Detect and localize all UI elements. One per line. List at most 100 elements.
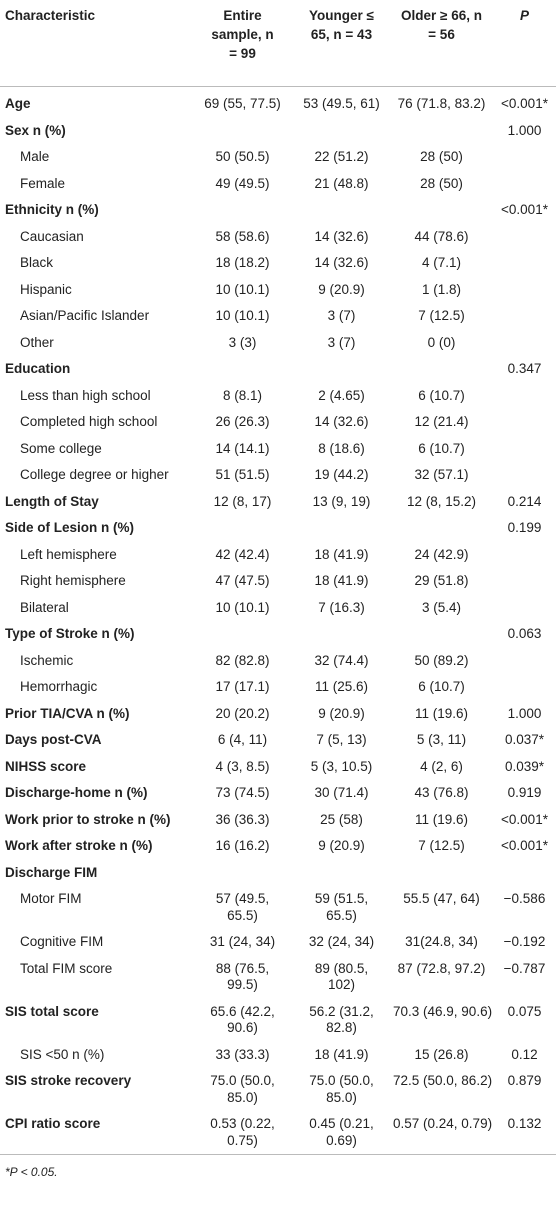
table-cell: 42 (42.4)	[192, 542, 293, 569]
row-label: Male	[20, 149, 50, 164]
table-row: CPI ratio score 0.53 (0.22, 0.75) 0.45 (0.…	[0, 1111, 556, 1155]
cell-text: 10 (10.1)	[215, 599, 270, 615]
table-cell	[390, 860, 493, 887]
cell-text: 0.53 (0.22, 0.75)	[210, 1116, 275, 1148]
table-cell	[293, 197, 390, 224]
header-text: Younger ≤ 65, n = 43	[309, 8, 374, 42]
table-cell: 14 (14.1)	[192, 436, 293, 463]
cell-text: 9 (20.9)	[318, 838, 365, 853]
row-label: Ischemic	[20, 652, 74, 668]
cell-text: 11 (19.6)	[414, 811, 469, 827]
table-cell	[390, 118, 493, 145]
cell-text: 33 (33.3)	[215, 1046, 270, 1062]
table-cell: 0.132	[493, 1111, 556, 1155]
cell-text: 50 (89.2)	[414, 652, 469, 668]
table-cell: 82 (82.8)	[192, 648, 293, 675]
cell-text: 0.075	[507, 1003, 542, 1019]
row-label: CPI ratio score	[5, 1116, 101, 1131]
table-cell: 31 (24, 34)	[192, 929, 293, 956]
table-cell	[493, 250, 556, 277]
table-cell: 12 (8, 15.2)	[390, 489, 493, 516]
table-cell	[192, 860, 293, 887]
table-cell: 3 (7)	[293, 330, 390, 357]
table-cell	[493, 277, 556, 304]
table-cell: 43 (76.8)	[390, 780, 493, 807]
table-cell: 75.0 (50.0, 85.0)	[192, 1068, 293, 1111]
table-cell	[192, 621, 293, 648]
table-cell: 49 (49.5)	[192, 171, 293, 198]
cell-text: 0.347	[507, 361, 542, 376]
cell-text: 0.879	[507, 1073, 542, 1088]
table-cell: 57 (49.5, 65.5)	[192, 886, 293, 929]
table-row: Prior TIA/CVA n (%) 20 (20.2) 9 (20.9) 11 (…	[0, 701, 556, 728]
table-cell: 1.000	[493, 701, 556, 728]
cell-text: 1.000	[507, 705, 542, 721]
table-cell: <0.001*	[493, 197, 556, 224]
table-cell: 59 (51.5, 65.5)	[293, 886, 390, 929]
table-cell	[390, 621, 493, 648]
table-cell: 0.199	[493, 515, 556, 542]
table-cell: 31(24.8, 34)	[390, 929, 493, 956]
table-cell	[493, 648, 556, 675]
table-cell: 65.6 (42.2, 90.6)	[192, 999, 293, 1042]
row-label: Ethnicity n (%)	[5, 202, 99, 217]
cell-text: 70.3 (46.9, 90.6)	[393, 1003, 493, 1019]
cell-text: 8 (18.6)	[318, 440, 365, 456]
table-cell	[493, 171, 556, 198]
table-cell: 47 (47.5)	[192, 568, 293, 595]
row-label: Total FIM score	[20, 960, 113, 976]
table-cell: 5 (3, 11)	[390, 727, 493, 754]
table-cell	[293, 515, 390, 542]
cell-text: 2 (4.65)	[318, 387, 365, 403]
header-cell: Older ≥ 66, n = 56	[390, 0, 493, 87]
table-row: Cognitive FIM 31 (24, 34) 32 (24, 34) 31(24…	[0, 929, 556, 956]
table-cell: 6 (10.7)	[390, 383, 493, 410]
table-cell: 5 (3, 10.5)	[293, 754, 390, 781]
cell-text: 32 (57.1)	[414, 467, 469, 482]
cell-text: 0.45 (0.21, 0.69)	[309, 1116, 374, 1148]
cell-text: 0 (0)	[427, 334, 456, 350]
table-row: College degree or higher 51 (51.5) 19 (44.…	[0, 462, 556, 489]
cell-text: 5 (3, 11)	[416, 732, 467, 747]
table-cell: 4 (7.1)	[390, 250, 493, 277]
cell-text: 1.000	[507, 122, 542, 138]
table-cell: 70.3 (46.9, 90.6)	[390, 999, 493, 1042]
cell-text: 19 (44.2)	[314, 467, 369, 482]
table-row: Asian/Pacific Islander 10 (10.1) 3 (7) 7 (1…	[0, 303, 556, 330]
cell-text: 0.919	[507, 785, 542, 800]
cell-text: 7 (12.5)	[418, 838, 465, 853]
table-cell: 17 (17.1)	[192, 674, 293, 701]
cell-text: 31(24.8, 34)	[405, 934, 478, 949]
cell-text: <0.001*	[501, 202, 548, 217]
table-cell: 25 (58)	[293, 807, 390, 834]
cell-text: 30 (71.4)	[314, 785, 369, 800]
header-cell: Entire sample, n = 99	[192, 0, 293, 87]
cell-text: 6 (10.7)	[418, 440, 465, 456]
cell-text: 13 (9, 19)	[312, 493, 371, 509]
table-cell: 10 (10.1)	[192, 277, 293, 304]
cell-text: 10 (10.1)	[215, 308, 270, 323]
cell-text: 32 (74.4)	[314, 652, 369, 668]
table-cell	[390, 515, 493, 542]
table-cell: 18 (41.9)	[293, 568, 390, 595]
cell-text: 12 (8, 15.2)	[406, 493, 477, 509]
table-row: Age 69 (55, 77.5) 53 (49.5, 61) 76 (71.8, 8…	[0, 87, 556, 118]
row-label: Sex n (%)	[5, 122, 66, 138]
header-cell: P	[519, 8, 529, 23]
table-cell: 24 (42.9)	[390, 542, 493, 569]
table-cell: 3 (5.4)	[390, 595, 493, 622]
table-cell: 73 (74.5)	[192, 780, 293, 807]
table-cell: 0.53 (0.22, 0.75)	[192, 1111, 293, 1155]
table-cell	[493, 224, 556, 251]
table-cell: 89 (80.5, 102)	[293, 956, 390, 999]
table-cell: 72.5 (50.0, 86.2)	[390, 1068, 493, 1111]
cell-text: 16 (16.2)	[215, 838, 270, 853]
cell-text: 49 (49.5)	[215, 175, 270, 191]
table-cell	[293, 860, 390, 887]
table-cell	[493, 674, 556, 701]
table-cell	[493, 542, 556, 569]
row-label: NIHSS score	[5, 758, 87, 774]
table-cell	[192, 197, 293, 224]
table-row: Discharge FIM	[0, 860, 556, 887]
